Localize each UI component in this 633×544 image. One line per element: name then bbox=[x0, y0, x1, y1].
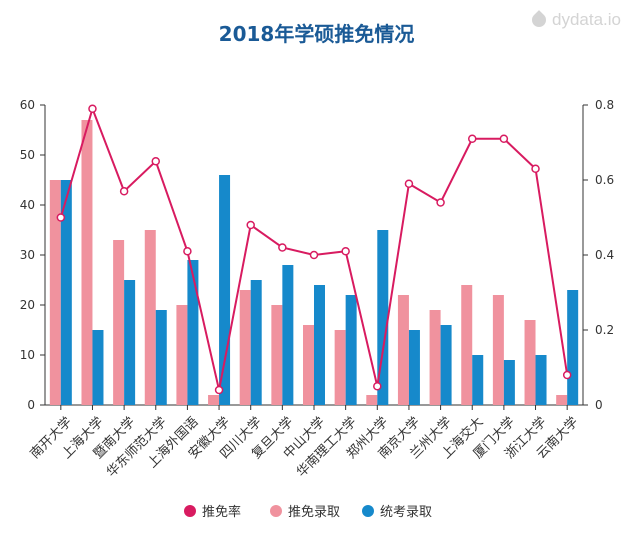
line-point bbox=[373, 382, 382, 391]
line-point bbox=[88, 104, 97, 113]
right-tick-label: 0.2 bbox=[595, 323, 614, 337]
bar-recommend bbox=[303, 325, 314, 405]
right-tick-label: 0.8 bbox=[595, 98, 614, 112]
legend-label: 统考录取 bbox=[380, 505, 432, 520]
left-tick-label: 10 bbox=[20, 348, 35, 362]
line-point bbox=[499, 134, 509, 143]
right-tick-label: 0.6 bbox=[595, 173, 614, 187]
line-point bbox=[467, 134, 477, 143]
bar-recommend bbox=[81, 120, 93, 405]
bar-exam bbox=[345, 295, 357, 405]
line-point bbox=[151, 157, 161, 166]
line-point bbox=[183, 247, 192, 256]
bar-recommend bbox=[239, 290, 251, 405]
line-point bbox=[531, 164, 540, 173]
watermark: dydata.io bbox=[529, 10, 621, 30]
legend-label: 推免录取 bbox=[288, 505, 340, 520]
left-tick-label: 50 bbox=[20, 148, 35, 162]
line-point bbox=[562, 370, 572, 380]
right-tick-label: 0 bbox=[595, 398, 603, 412]
bar-exam bbox=[408, 330, 420, 405]
line-point bbox=[214, 385, 224, 395]
bar-exam bbox=[219, 175, 231, 405]
bar-exam bbox=[155, 310, 167, 405]
bar-exam bbox=[92, 330, 104, 405]
chart-title: 2018年学硕推免情况 bbox=[218, 22, 415, 46]
bar-recommend bbox=[113, 240, 125, 405]
bar-recommend bbox=[429, 310, 441, 405]
bar-recommend bbox=[176, 305, 188, 405]
legend-marker bbox=[270, 505, 282, 517]
bar-recommend bbox=[334, 330, 346, 405]
right-tick-label: 0.4 bbox=[595, 248, 614, 262]
bar-recommend bbox=[49, 180, 61, 405]
bar-exam bbox=[250, 280, 262, 405]
bar-exam bbox=[60, 180, 72, 405]
left-tick-label: 40 bbox=[20, 198, 35, 212]
bar-recommend bbox=[144, 230, 156, 405]
left-tick-label: 0 bbox=[27, 398, 35, 412]
line-point bbox=[278, 243, 287, 252]
line-point bbox=[119, 187, 129, 196]
bar-exam bbox=[314, 285, 325, 405]
line-point bbox=[56, 213, 66, 222]
left-tick-label: 20 bbox=[20, 298, 35, 312]
legend-label: 推免率 bbox=[202, 504, 241, 520]
line-point bbox=[436, 198, 445, 207]
left-tick-label: 60 bbox=[20, 98, 35, 112]
bar-recommend bbox=[271, 305, 283, 405]
line-point bbox=[341, 247, 350, 256]
line-point bbox=[309, 250, 319, 260]
bar-exam bbox=[440, 325, 452, 405]
bar-recommend bbox=[397, 295, 409, 405]
bar-recommend bbox=[492, 295, 504, 405]
bar-recommend bbox=[524, 320, 536, 405]
line-point bbox=[246, 220, 255, 230]
bar-exam bbox=[124, 280, 136, 405]
bar-exam bbox=[282, 265, 294, 405]
bar-exam bbox=[503, 360, 515, 405]
bar-exam bbox=[187, 260, 199, 405]
bar-exam bbox=[535, 355, 547, 405]
legend-marker bbox=[184, 505, 196, 517]
bar-recommend bbox=[556, 395, 568, 405]
left-tick-label: 30 bbox=[20, 248, 35, 262]
legend-marker bbox=[362, 505, 374, 517]
line-point bbox=[404, 179, 414, 188]
bar-exam bbox=[472, 355, 484, 405]
bar-exam bbox=[567, 290, 579, 405]
bar-recommend bbox=[366, 395, 378, 405]
bar-exam bbox=[377, 230, 389, 405]
bar-recommend bbox=[461, 285, 473, 405]
bar-recommend bbox=[208, 395, 220, 405]
watermark-text: dydata.io bbox=[552, 10, 621, 29]
